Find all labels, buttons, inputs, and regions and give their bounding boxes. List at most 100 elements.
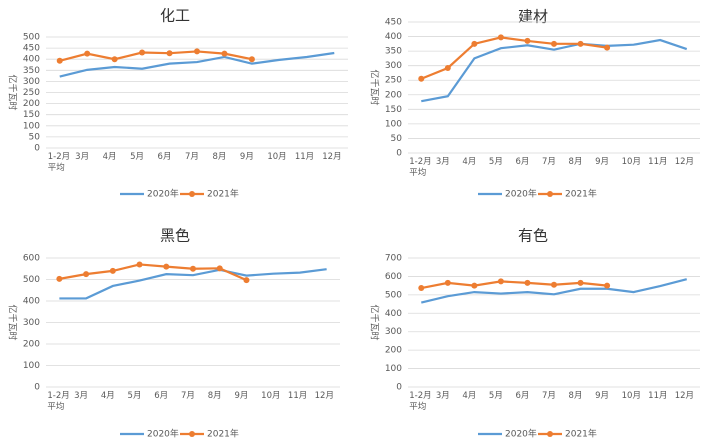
x-tick-label-box: 8月: [208, 391, 222, 401]
x-tick-label: 1-2月平均: [409, 157, 432, 178]
x-tick-label: 3月: [75, 152, 90, 162]
y-tick-label: 100: [23, 361, 40, 371]
y-tick-label: 400: [385, 309, 402, 319]
data-point: [56, 57, 63, 64]
data-point: [577, 279, 584, 286]
y-tick-label: 200: [23, 340, 40, 350]
x-tick-label: 9月: [595, 391, 609, 401]
x-tick-label-box: 4月: [102, 152, 117, 162]
chart-title: 建材: [518, 8, 548, 26]
legend-label: 2020年: [505, 428, 537, 440]
y-tick-label: 200: [385, 90, 402, 100]
x-tick-label: 6月: [515, 391, 530, 401]
data-point: [139, 49, 146, 56]
series-line: [59, 51, 335, 78]
y-tick-label: 100: [23, 121, 40, 131]
data-point: [497, 34, 504, 41]
x-tick-label: 3月: [435, 157, 450, 167]
x-tick-label-box: 11月: [287, 391, 308, 401]
x-tick-label: 4月: [462, 391, 477, 401]
data-point: [471, 282, 478, 289]
x-tick-label: 5月: [488, 391, 503, 401]
y-tick-label: 300: [385, 327, 402, 337]
y-tick-label: 450: [23, 44, 40, 54]
x-tick-label-box: 12月: [674, 391, 695, 401]
y-tick-label: 150: [23, 110, 40, 120]
y-tick-label: 100: [385, 119, 402, 129]
y-tick-label: 250: [385, 76, 402, 86]
data-point: [163, 263, 170, 270]
chart-title: 有色: [518, 227, 548, 245]
y-tick-label: 400: [385, 32, 402, 42]
x-tick-label-box: 12月: [674, 157, 695, 167]
x-tick-label: 4月: [102, 152, 117, 162]
series-line: [421, 38, 688, 103]
data-point: [190, 265, 196, 272]
data-point: [56, 275, 63, 282]
y-tick-label: 200: [385, 346, 402, 356]
x-tick-label: 9月: [234, 391, 249, 401]
series-line: [420, 36, 608, 80]
data-point: [84, 50, 91, 57]
legend-label: 2020年: [147, 428, 179, 440]
legend-label: 2021年: [207, 428, 239, 440]
legend-label: 2021年: [565, 188, 597, 200]
x-tick-label-box: 5月: [488, 157, 503, 167]
x-tick-label-box: 11月: [648, 391, 667, 401]
x-tick-label-box: 3月: [435, 391, 450, 401]
x-tick-label: 8月: [568, 157, 583, 167]
data-point: [551, 281, 557, 288]
x-tick-label-box: 3月: [75, 152, 90, 162]
y-tick-label: 0: [396, 383, 402, 393]
x-tick-label-box: 6月: [515, 157, 530, 167]
x-tick-label-box: 4月: [462, 391, 477, 401]
x-tick-label-box: 1-2月平均: [409, 157, 432, 178]
x-tick-label: 10月: [267, 152, 287, 162]
data-point: [577, 40, 584, 47]
x-tick-label-box: 10月: [261, 391, 281, 401]
x-tick-label: 3月: [435, 391, 450, 401]
y-tick-label: 300: [385, 61, 402, 71]
data-point: [111, 56, 118, 63]
y-axis-label: 亿千瓦时: [369, 304, 381, 340]
y-tick-label: 500: [23, 33, 40, 43]
x-tick-label: 1-2月平均: [47, 391, 70, 412]
y-tick-label: 600: [23, 254, 40, 264]
chart-title: 化工: [160, 7, 190, 25]
data-point: [551, 40, 557, 47]
y-tick-label: 200: [23, 99, 40, 109]
x-tick-label: 12月: [314, 391, 334, 401]
y-tick-label: 150: [385, 105, 402, 115]
y-tick-label: 250: [23, 88, 40, 98]
x-tick-label: 12月: [674, 391, 695, 401]
x-tick-label: 5月: [127, 391, 142, 401]
x-tick-label-box: 6月: [154, 391, 168, 401]
y-tick-label: 300: [23, 318, 40, 328]
y-tick-label: 400: [23, 297, 40, 307]
x-tick-label: 5月: [488, 157, 503, 167]
data-point: [136, 261, 143, 268]
x-tick-label-box: 1-2月平均: [409, 391, 431, 412]
legend-label: 2020年: [505, 188, 537, 200]
data-point: [471, 40, 478, 47]
data-point: [194, 48, 200, 55]
x-tick-label-box: 6月: [158, 152, 172, 162]
data-point: [216, 265, 223, 272]
x-tick-label: 10月: [621, 391, 641, 401]
x-tick-label-box: 8月: [568, 157, 583, 167]
x-tick-label: 11月: [287, 391, 308, 401]
x-tick-label: 5月: [130, 152, 144, 162]
data-point: [221, 50, 228, 57]
y-tick-label: 700: [385, 254, 402, 264]
x-tick-label-box: 9月: [240, 152, 254, 162]
x-tick-label: 10月: [261, 391, 281, 401]
y-axis-label: 亿千瓦时: [369, 69, 381, 105]
x-tick-label: 6月: [515, 157, 530, 167]
legend-marker: [547, 191, 553, 197]
series-line: [59, 263, 247, 282]
x-tick-label: 4月: [462, 157, 477, 167]
legend-label: 2021年: [565, 428, 597, 440]
x-tick-label: 12月: [674, 157, 695, 167]
x-tick-label: 11月: [294, 152, 315, 162]
